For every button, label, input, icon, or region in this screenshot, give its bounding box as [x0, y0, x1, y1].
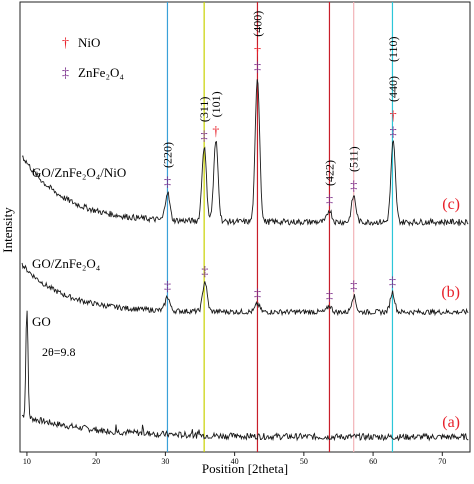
peak-symbol-1-4-0: ‡ — [350, 279, 357, 294]
legend-znfe2o4-label: ZnFe₂O₄ — [78, 65, 124, 80]
peak-symbol-2-4-0: ‡ — [326, 193, 333, 208]
hkl-label-0-0: (220) — [160, 142, 174, 168]
peak-symbol-2-6-0: ‡ — [390, 125, 397, 140]
peak-symbol-1-2-0: ‡ — [254, 287, 261, 302]
panel-label-b: (b) — [441, 284, 460, 301]
peak-symbol-2-3-1: † — [254, 44, 261, 59]
peak-symbol-1-3-0: ‡ — [326, 289, 333, 304]
hkl-label-2-0: (101) — [209, 91, 223, 117]
x-tick-label-70: 70 — [438, 457, 446, 466]
panel-label-a: (a) — [442, 414, 460, 431]
series-line-b — [21, 262, 469, 317]
peak-symbol-1-5-0: ‡ — [389, 275, 396, 290]
hkl-label-3-0: (400) — [250, 11, 264, 37]
peak-symbol-2-5-0: ‡ — [350, 179, 357, 194]
spectra — [21, 79, 469, 442]
hkl-label-6-0: (440) — [386, 76, 400, 102]
x-tick-label-10: 10 — [23, 457, 31, 466]
peak-symbol-2-3-0: ‡ — [254, 60, 261, 75]
go-peak-annotation: 2θ=9.8 — [42, 345, 76, 359]
x-axis: 10 20 30 40 50 60 70 — [23, 452, 446, 466]
peak-symbol-1-0-0: ‡ — [164, 280, 171, 295]
legend-nio-label: NiO — [78, 35, 100, 50]
x-tick-label-40: 40 — [231, 457, 239, 466]
x-axis-label: Position [2theta] — [202, 461, 288, 476]
legend: † NiO ‡ ZnFe₂O₄ — [62, 35, 124, 81]
plot-frame — [19, 1, 471, 453]
hkl-label-1-0: (311) — [197, 97, 211, 123]
reference-lines — [166, 2, 394, 452]
y-axis-label: Intensity — [0, 207, 15, 253]
x-tick-label-60: 60 — [369, 457, 377, 466]
x-tick-label-20: 20 — [92, 457, 100, 466]
peak-symbol-1-1-0: ‡ — [201, 264, 208, 279]
peak-symbol-2-2-0: † — [212, 124, 219, 139]
hkl-label-4-0: (422) — [322, 160, 336, 186]
series-line-a — [21, 310, 469, 442]
series-line-c — [21, 79, 469, 227]
panel-label-c: (c) — [442, 196, 460, 213]
legend-znfe2o4-symbol: ‡ — [62, 66, 69, 81]
legend-nio-symbol: † — [62, 36, 69, 51]
peak-markers: ‡‡‡‡‡‡‡(220)‡(311)†(101)‡†(400)(012)‡(42… — [160, 11, 400, 304]
hkl-label-6-1: (110) — [386, 36, 400, 62]
peak-symbol-2-0-0: ‡ — [164, 175, 171, 190]
series-name-b: GO/ZnFe₂O₄ — [32, 256, 101, 271]
hkl-label-5-0: (511) — [347, 146, 361, 172]
peak-symbol-2-1-0: ‡ — [201, 129, 208, 144]
series-name-a: GO — [32, 314, 51, 329]
x-tick-label-30: 30 — [161, 457, 169, 466]
series-name-c: GO/ZnFe₂O₄/NiO — [32, 165, 126, 180]
x-tick-label-50: 50 — [300, 457, 308, 466]
peak-symbol-2-6-1: † — [390, 109, 397, 124]
